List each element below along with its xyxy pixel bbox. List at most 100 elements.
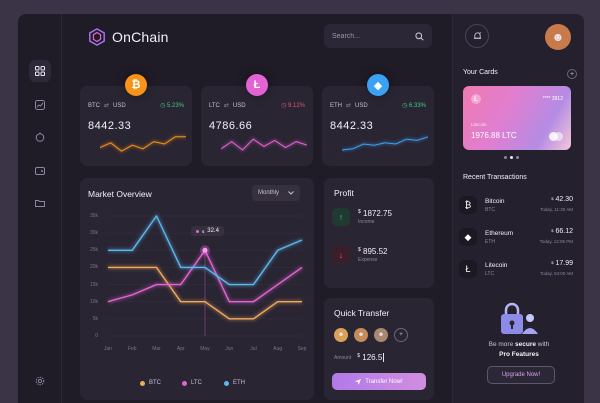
- card-network-icon: [549, 132, 563, 141]
- recent-transactions-title: Recent Transactions: [463, 174, 527, 181]
- transaction-name: Ethereum: [485, 229, 514, 237]
- transaction-date: Today, 04:00 AM: [539, 271, 573, 276]
- legend-item-eth[interactable]: ETH: [224, 380, 245, 386]
- market-line-chart[interactable]: 0 5k 10k 15k 20k 25k 30k 35k Jan Feb Mar Apr May Jun J…: [80, 178, 314, 400]
- y-tick-label: 10k: [89, 298, 98, 305]
- series-line-eth: [108, 215, 303, 286]
- add-card-button[interactable]: +: [567, 69, 577, 79]
- recipient-list: ☻ ☻ ☻ +: [334, 328, 408, 342]
- avatar[interactable]: ☻: [374, 328, 388, 342]
- coin-logo-icon: ₿: [125, 74, 147, 96]
- nav-cards-icon[interactable]: [29, 160, 51, 182]
- search-bar[interactable]: [324, 24, 432, 48]
- main-content: OnChain ₿ BTC ⇄ USD ◷ 5.23% 8442.33 Ł LT…: [62, 14, 448, 403]
- x-tick-label: Sep: [297, 346, 307, 352]
- coin-pair: LTC ⇄ USD: [209, 102, 246, 110]
- card-holder: Litecoin: [471, 122, 487, 127]
- onchain-logo-icon: [89, 28, 105, 46]
- y-tick-label: 20k: [89, 264, 98, 271]
- transaction-name: Bitcoin: [485, 197, 505, 205]
- x-tick-label: Mar: [152, 346, 161, 352]
- settings-gear-icon[interactable]: [29, 370, 51, 392]
- transaction-symbol: LTC: [485, 270, 495, 277]
- transaction-date: Today, 12:05 PM: [539, 239, 573, 244]
- nav-folder-icon[interactable]: [29, 192, 51, 214]
- amount-value: 126.5: [362, 353, 383, 362]
- x-tick-label: May: [200, 346, 210, 352]
- notification-button[interactable]: [465, 24, 489, 48]
- nav-analytics-icon[interactable]: [29, 94, 51, 116]
- amount-row: Amount $ 126.5: [334, 353, 385, 362]
- bitcoin-coin-icon: ₿: [459, 196, 477, 214]
- coin-change: ◷ 9.12%: [281, 103, 305, 109]
- income-value: 1872.75: [363, 209, 392, 218]
- litecoin-icon: Ł: [471, 94, 481, 104]
- y-tick-label: 5k: [92, 315, 98, 322]
- transfer-now-button[interactable]: Transfer Now!: [332, 373, 426, 390]
- transaction-row[interactable]: ◆ Ethereum ETH $ 66.12 Today, 12:05 PM: [459, 224, 577, 250]
- transfer-now-label: Transfer Now!: [365, 378, 403, 385]
- expense-label: Expense: [358, 257, 378, 263]
- coin-price: 8442.33: [330, 120, 374, 132]
- card-number: **** 3912: [542, 96, 563, 102]
- coin-logo-icon: Ł: [246, 74, 268, 96]
- card-carousel-dots[interactable]: [504, 156, 519, 159]
- search-icon[interactable]: [415, 31, 424, 41]
- avatar[interactable]: ☻: [354, 328, 368, 342]
- arrow-down-icon: ↓: [332, 246, 350, 264]
- hover-point: [202, 247, 208, 253]
- amount-label: Amount: [334, 354, 352, 361]
- send-icon: [355, 378, 362, 385]
- coin-card-eth[interactable]: ◆ ETH ⇄ USD ◷ 6.33% 8442.33: [322, 74, 434, 166]
- x-tick-label: Jun: [225, 346, 234, 352]
- y-tick-label: 30k: [89, 230, 98, 237]
- period-dropdown[interactable]: Monthly: [252, 185, 300, 201]
- nav-dashboard-icon[interactable]: [29, 60, 51, 82]
- transaction-symbol: ETH: [485, 238, 495, 245]
- coin-sparkline: [221, 137, 307, 152]
- coin-pair: ETH ⇄ USD: [330, 102, 368, 110]
- upgrade-now-button[interactable]: Upgrade Now!: [487, 366, 555, 384]
- exchange-arrows-icon: ⇄: [346, 103, 352, 109]
- brand-logo[interactable]: OnChain: [88, 28, 169, 46]
- crypto-card[interactable]: Ł **** 3912 Litecoin 1976.88 LTC: [463, 86, 571, 150]
- litecoin-coin-icon: Ł: [459, 260, 477, 278]
- x-tick-label: Feb: [127, 346, 137, 352]
- search-input[interactable]: [332, 32, 402, 40]
- user-avatar[interactable]: ☻: [545, 24, 571, 50]
- expense-value: 895.52: [363, 247, 388, 256]
- sparkline-path: [100, 136, 186, 152]
- transaction-amount: $ 66.12: [551, 228, 573, 235]
- sparkline-path: [221, 138, 307, 151]
- y-tick-label: 25k: [89, 247, 98, 254]
- avatar[interactable]: ☻: [334, 328, 348, 342]
- legend-item-btc[interactable]: BTC: [140, 380, 161, 386]
- chart-tooltip: $32.4: [191, 226, 224, 237]
- transaction-row[interactable]: Ł Litecoin LTC $ 17.99 Today, 04:00 AM: [459, 256, 577, 282]
- x-tick-label: Jan: [103, 346, 113, 352]
- brand-name: OnChain: [112, 29, 169, 45]
- profit-panel: Profit ↑ $ 1872.75 Income ↓ $ 895.52 Exp…: [324, 178, 434, 288]
- coin-price: 4786.66: [209, 120, 253, 132]
- series-line-btc: [108, 266, 302, 320]
- exchange-arrows-icon: ⇄: [223, 103, 229, 109]
- coin-card-btc[interactable]: ₿ BTC ⇄ USD ◷ 5.23% 8442.33: [80, 74, 192, 166]
- legend-item-ltc[interactable]: LTC: [182, 380, 202, 386]
- coin-logo-icon: ◆: [367, 74, 389, 96]
- market-overview-title: Market Overview: [88, 189, 152, 199]
- add-recipient-button[interactable]: +: [394, 328, 408, 342]
- coin-sparkline: [342, 135, 428, 151]
- your-cards-title: Your Cards: [463, 69, 498, 76]
- sidebar-rail: [18, 14, 62, 403]
- lock-illustration-icon: [495, 302, 541, 338]
- coin-change: ◷ 6.33%: [402, 103, 426, 109]
- profit-title: Profit: [334, 188, 354, 198]
- amount-field[interactable]: $ 126.5: [357, 353, 385, 362]
- coin-card-ltc[interactable]: Ł LTC ⇄ USD ◷ 9.12% 4786.66: [201, 74, 313, 166]
- y-tick-label: 0: [95, 333, 98, 339]
- card-balance: 1976.88 LTC: [471, 131, 517, 140]
- expense-row: ↓ $ 895.52 Expense: [332, 246, 387, 264]
- nav-wallet-icon[interactable]: [29, 126, 51, 148]
- market-overview-panel: Market Overview Monthly 0 5k 10k 15k 20k 25k 3…: [80, 178, 314, 400]
- transaction-row[interactable]: ₿ Bitcoin BTC $ 42.30 Today, 11:30 AM: [459, 192, 577, 218]
